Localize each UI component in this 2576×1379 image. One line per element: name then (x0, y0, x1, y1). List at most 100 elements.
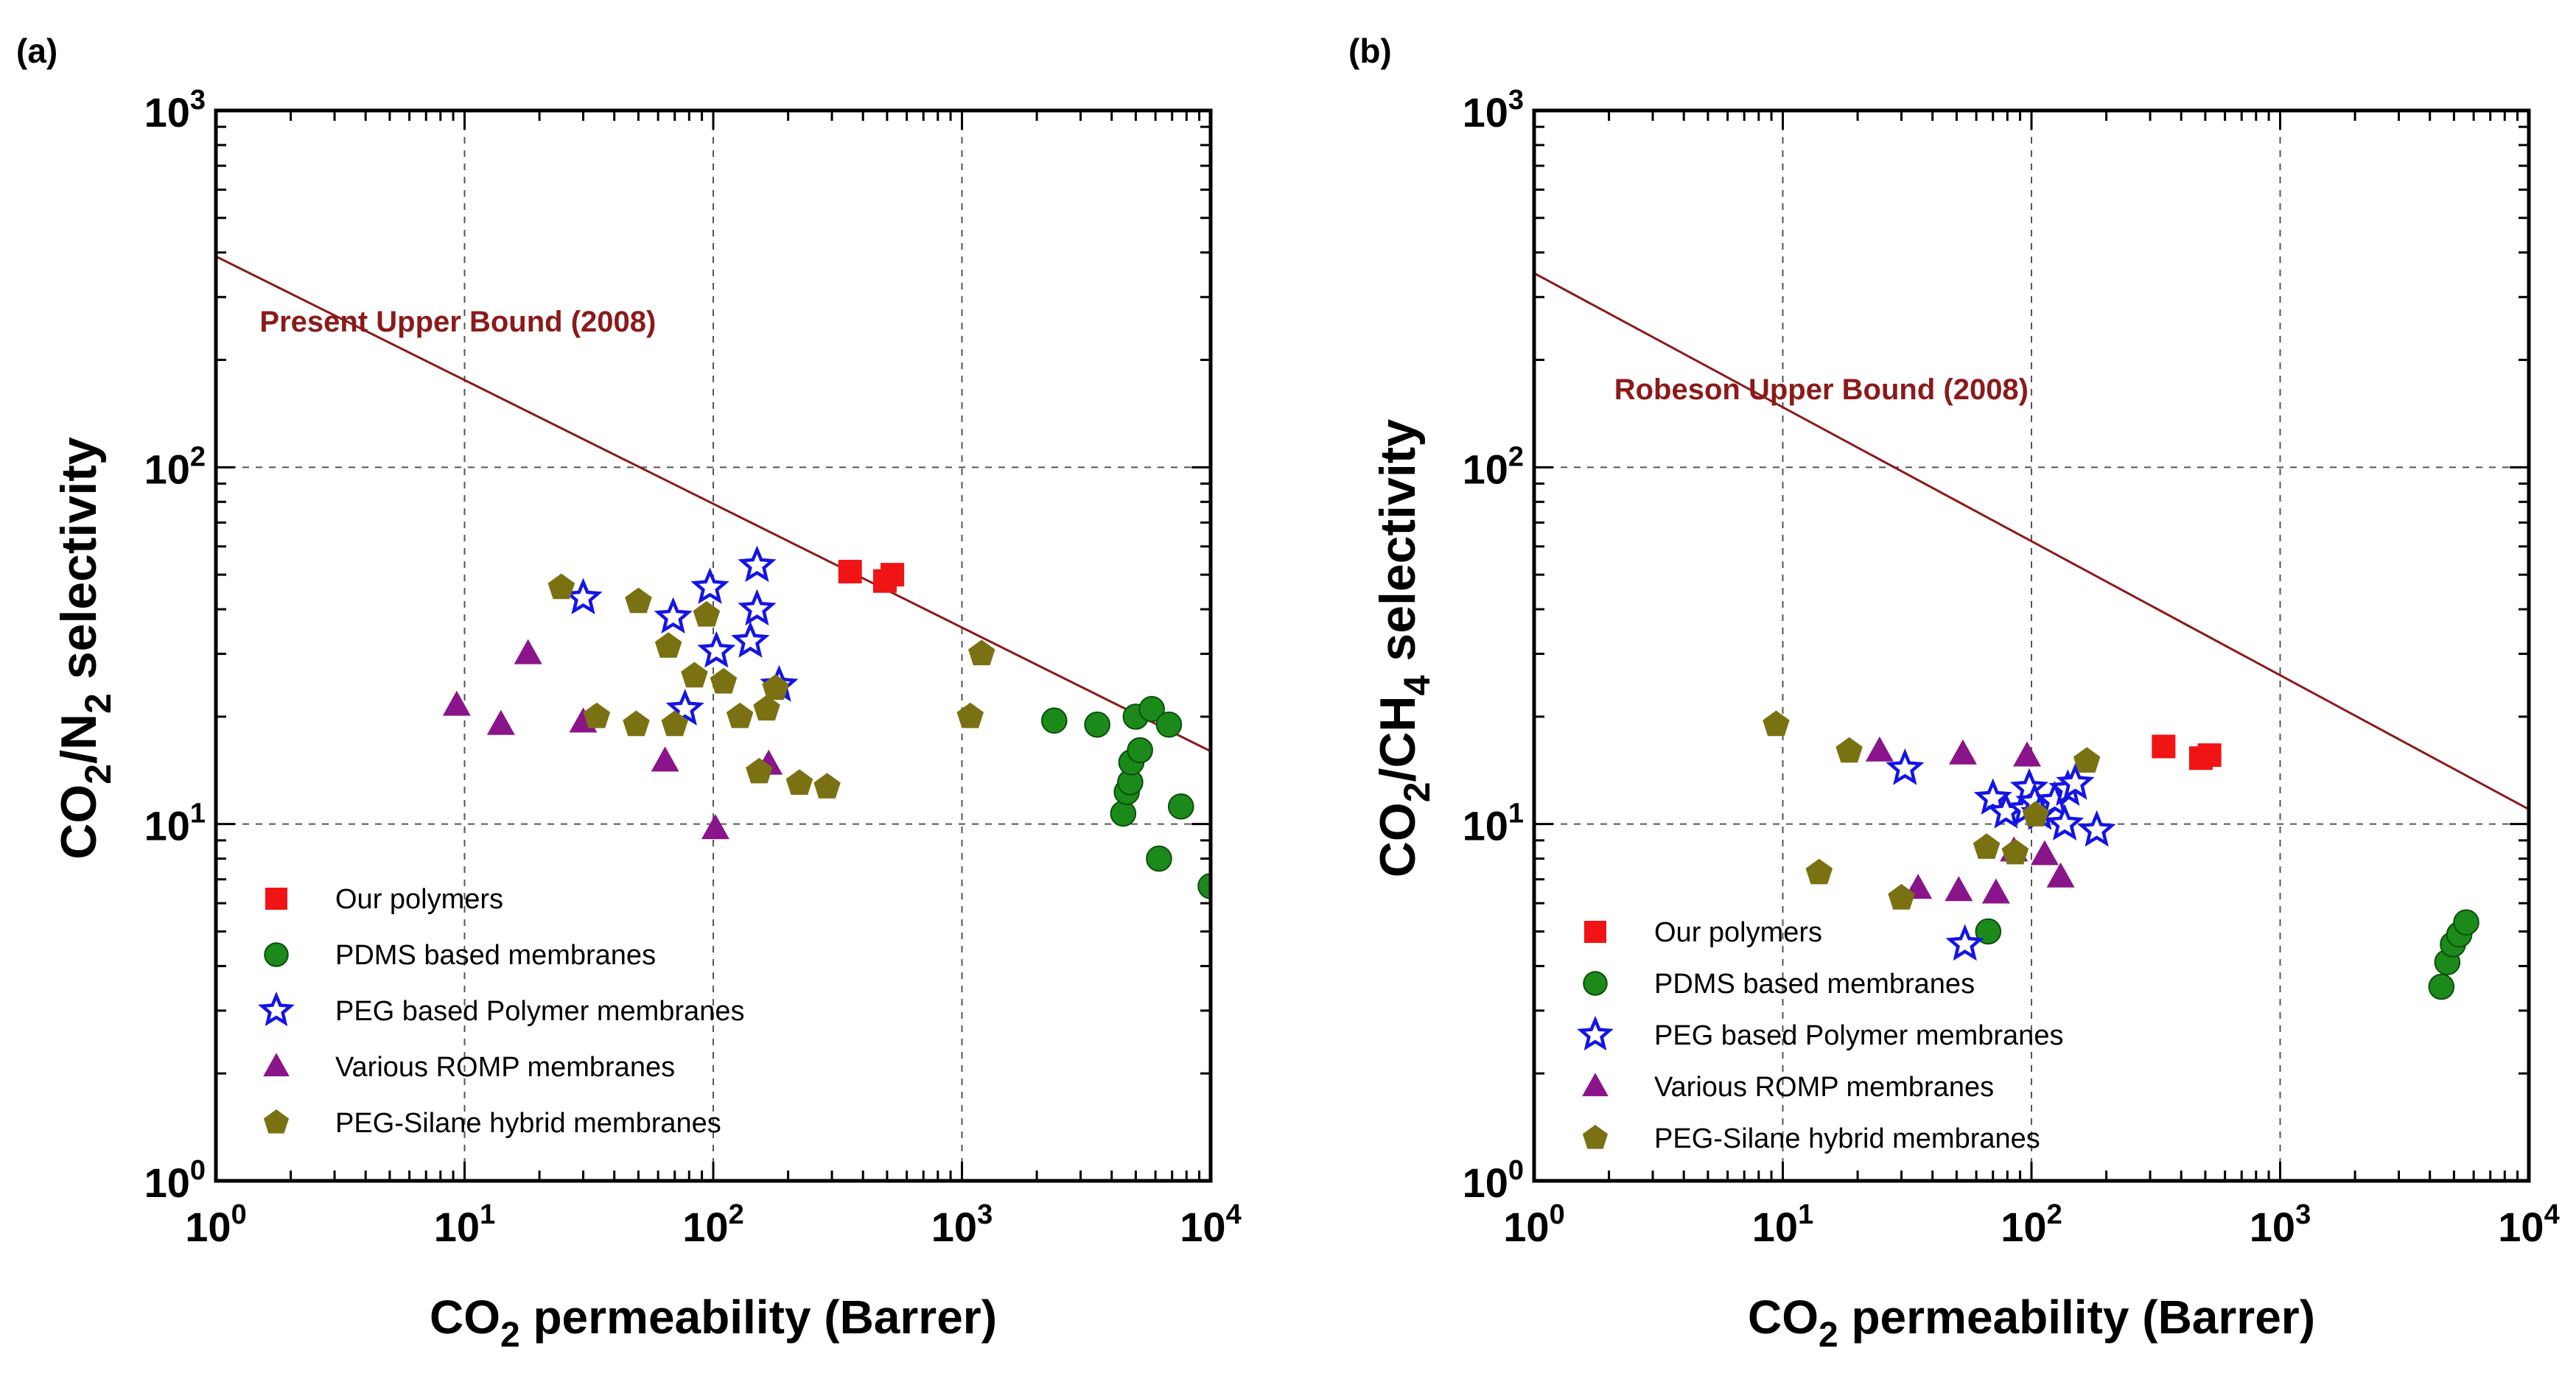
x-tick-label-exponent: 3 (977, 1199, 993, 1230)
y-axis-label-text: CO (51, 785, 107, 860)
data-point (2022, 801, 2049, 827)
y-tick-label: 102 (1463, 441, 1524, 492)
data-point (1948, 739, 1977, 765)
legend-marker-peg-silane-hybrid-membranes (263, 1109, 290, 1134)
legend-label: PEG-Silane hybrid membranes (335, 1108, 721, 1139)
data-point (1155, 711, 1183, 738)
data-point (1138, 695, 1165, 723)
data-point (956, 702, 984, 729)
legend-marker-our-polymers (265, 888, 287, 910)
data-point (690, 567, 729, 604)
y-axis-label-text: selectivity (1370, 419, 1426, 676)
data-point (547, 573, 575, 600)
y-tick-label-exponent: 3 (190, 85, 206, 116)
series-peg-based-polymer-membranes (564, 545, 799, 726)
data-point (564, 578, 603, 615)
data-point (753, 695, 780, 721)
x-tick-label-base: 10 (185, 1204, 231, 1250)
upper-bound-line (216, 255, 1211, 753)
x-axis-label-text: CO (430, 1291, 500, 1344)
data-point (625, 587, 652, 614)
x-tick-label-exponent: 1 (480, 1199, 495, 1230)
data-point (1167, 793, 1194, 820)
data-point (697, 631, 736, 668)
legend-marker-pdms-based-membranes (264, 942, 289, 967)
data-point (2152, 734, 2176, 759)
x-tick-label-exponent: 4 (1226, 1199, 1242, 1230)
data-point (1865, 736, 1894, 762)
y-tick-label-exponent: 2 (1508, 441, 1524, 472)
data-point (442, 690, 471, 716)
data-point (693, 600, 721, 627)
data-point (2045, 804, 2085, 841)
legend-label: PEG based Polymer membranes (1654, 1020, 2063, 1051)
data-point (1127, 737, 1153, 764)
data-point (2013, 741, 2042, 767)
legend-marker-pdms-based-membranes (1583, 971, 1608, 996)
data-point (738, 589, 777, 626)
x-tick-label-exponent: 1 (1798, 1199, 1813, 1230)
y-tick-label-exponent: 0 (1508, 1155, 1524, 1186)
x-tick-label-base: 10 (1180, 1204, 1225, 1250)
data-point (731, 621, 770, 658)
data-point (2030, 840, 2059, 866)
y-tick-label: 102 (144, 441, 206, 492)
y-tick-label-base: 10 (1463, 446, 1508, 492)
x-tick-label: 104 (2498, 1199, 2559, 1250)
series-our-polymers (2152, 734, 2222, 771)
data-point (1040, 707, 1068, 734)
y-axis-label-subscript: 4 (1396, 675, 1438, 695)
data-point (651, 746, 679, 772)
y-tick-label: 103 (144, 85, 206, 136)
upper-bound-label: Robeson Upper Bound (2008) (1614, 373, 2029, 406)
data-point (2197, 743, 2222, 768)
data-point (726, 702, 754, 729)
data-point (1973, 833, 2001, 859)
data-point (762, 674, 789, 701)
x-tick-label-exponent: 4 (2544, 1199, 2560, 1230)
y-tick-label-base: 10 (144, 803, 190, 849)
data-point (1886, 748, 1925, 785)
data-point (1110, 800, 1137, 827)
legend-label: PEG-Silane hybrid membranes (1654, 1123, 2040, 1154)
data-point (746, 757, 773, 784)
y-tick-label-base: 10 (1463, 803, 1508, 849)
y-tick-label: 101 (144, 799, 206, 849)
y-tick-label: 103 (1463, 85, 1524, 136)
legend-label: Various ROMP membranes (335, 1052, 675, 1083)
y-tick-label-exponent: 1 (190, 799, 206, 829)
y-axis-label: CO2/CH4 selectivity (1370, 419, 1438, 878)
data-point (2428, 973, 2455, 1000)
y-axis-label-text: /CH (1370, 695, 1426, 782)
data-point (1975, 918, 2002, 945)
data-point (661, 710, 688, 737)
x-axis-label-text: permeability (Barrer) (1838, 1291, 2315, 1344)
series-our-polymers (838, 559, 905, 593)
legend-label: PDMS based membranes (1654, 969, 1975, 1000)
y-axis-label-subscript: 2 (77, 693, 119, 714)
y-axis-label-text: /N (51, 714, 107, 764)
plot-frame (1532, 108, 2531, 1183)
data-point (881, 563, 905, 587)
series-pdms-based-membranes (1040, 695, 1211, 899)
data-point (1805, 858, 1833, 885)
upper-bound-line (1534, 272, 2529, 810)
data-point (785, 769, 813, 795)
data-point (1945, 876, 1973, 902)
data-point (654, 632, 682, 658)
legend: Our polymers PDMS based membranes PEG base… (1577, 917, 2063, 1154)
y-tick-label-exponent: 3 (1508, 85, 1524, 116)
data-point (710, 667, 738, 694)
x-tick-label-base: 10 (2498, 1204, 2544, 1250)
x-axis-label: CO2 permeability (Barrer) (430, 1291, 997, 1355)
x-axis-label-subscript: 2 (500, 1316, 520, 1355)
legend-label: PEG based Polymer membranes (335, 996, 744, 1027)
series-peg-silane-hybrid-membranes (1763, 710, 2101, 910)
y-tick-label-exponent: 0 (190, 1155, 206, 1186)
x-tick-label: 103 (2250, 1199, 2311, 1250)
legend-marker-our-polymers (1584, 921, 1606, 943)
y-axis-label-subscript: 2 (77, 764, 119, 785)
gridlines (1534, 110, 2529, 1181)
data-point (654, 597, 693, 634)
